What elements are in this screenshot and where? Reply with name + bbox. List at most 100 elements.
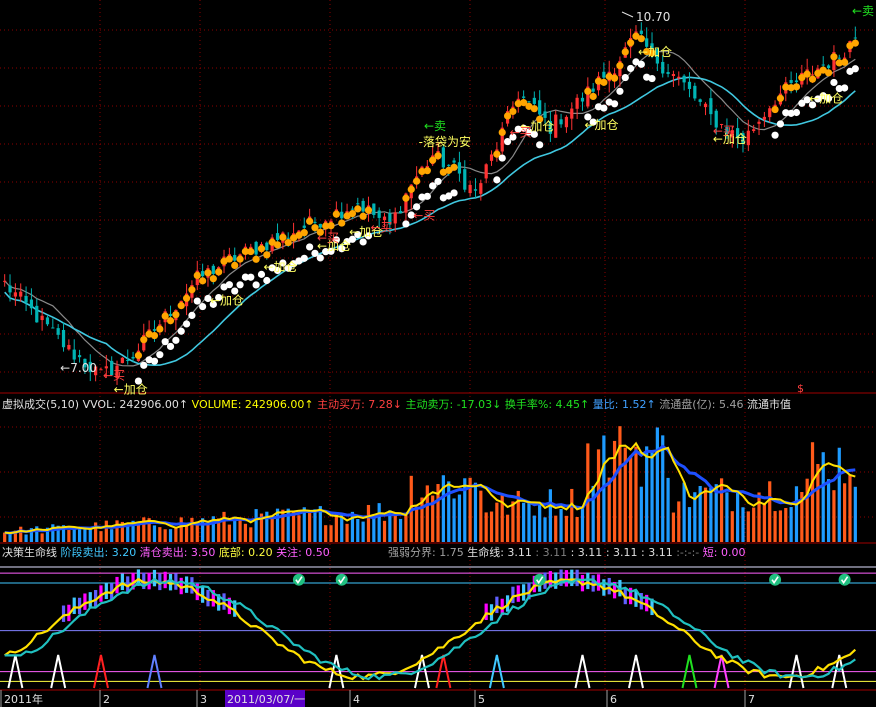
volume-bar: [243, 523, 248, 542]
candle-body: [671, 74, 676, 77]
add-position-label: ←加仓: [263, 260, 297, 274]
indicator-bar: [83, 593, 87, 610]
volume-bar: [693, 492, 697, 542]
volume-bar: [682, 482, 686, 542]
white-dot: [846, 67, 854, 75]
volume-bar: [13, 530, 17, 542]
orange-dot: [610, 74, 619, 82]
orange-dot: [199, 277, 207, 285]
white-dot: [830, 78, 838, 87]
candle-body: [404, 193, 408, 213]
volume-bar: [457, 494, 462, 542]
white-dot: [134, 377, 143, 385]
volume-header-field: 流通市值: [747, 397, 791, 411]
check-circle: [769, 573, 782, 586]
white-dot: [241, 273, 250, 281]
candle-body: [131, 356, 135, 359]
volume-bar: [259, 513, 264, 542]
start-price-label: ←7.00: [60, 361, 97, 375]
volume-bar: [554, 515, 558, 542]
volume-bar: [136, 523, 141, 542]
volume-bar: [142, 517, 146, 542]
indicator-bar: [511, 586, 515, 604]
volume-bar: [548, 489, 552, 542]
white-dot: [648, 74, 656, 83]
volume-bar: [832, 490, 836, 542]
candle-body: [719, 123, 724, 125]
indicator-bar: [596, 574, 601, 591]
orange-dot: [413, 177, 421, 185]
indicator-peak: [146, 654, 163, 689]
indicator-bar: [559, 569, 563, 586]
white-dot: [150, 357, 159, 365]
indicator-bar: [580, 574, 585, 592]
volume-bar: [120, 521, 124, 542]
date-label: 3: [200, 693, 207, 706]
orange-dot: [824, 69, 833, 77]
orange-dot: [808, 75, 817, 83]
indicator-bar: [72, 597, 76, 614]
indicator-bar: [607, 577, 611, 595]
volume-bar: [666, 477, 670, 542]
volume-bar: [227, 524, 231, 542]
candle-body: [730, 130, 734, 138]
orange-dot: [423, 167, 431, 175]
indicator-header-field: : 3.11: [641, 546, 676, 559]
orange-dot: [776, 94, 785, 102]
indicator-bar: [548, 571, 552, 588]
check-circle: [533, 573, 546, 586]
volume-bar: [393, 513, 397, 542]
volume-bar: [88, 527, 92, 542]
white-dot: [841, 84, 849, 92]
white-dot: [407, 211, 415, 219]
indicator-bar: [88, 592, 92, 609]
volume-header-field: 流通盘(亿): 5.46: [659, 397, 747, 411]
volume-bar: [104, 520, 108, 542]
orange-dot: [231, 261, 239, 270]
volume-bar: [805, 478, 809, 542]
volume-bar: [645, 446, 649, 542]
volume-bar: [826, 479, 831, 542]
volume-bar: [473, 482, 478, 542]
white-dot: [193, 297, 201, 305]
volume-bar: [372, 517, 376, 542]
volume-bar: [703, 487, 708, 542]
indicator-bar: [104, 582, 108, 600]
candle-body: [3, 280, 7, 282]
indicator-peak: [488, 654, 505, 689]
white-dot: [771, 131, 779, 139]
candle-body: [393, 212, 397, 224]
white-dot: [327, 247, 335, 255]
candle-body: [511, 106, 515, 109]
volume-bar: [725, 492, 729, 542]
indicator-bar: [168, 573, 173, 591]
volume-bar: [377, 503, 381, 542]
volume-bar: [629, 455, 633, 542]
price-right-symbol: $: [797, 382, 804, 395]
orange-dot: [338, 219, 346, 227]
candle-body: [794, 80, 799, 83]
candle-body: [356, 203, 360, 205]
indicator-bar: [126, 576, 130, 593]
buy-signal-label: ←买: [103, 368, 125, 382]
candle-body: [447, 164, 451, 166]
candle-body: [479, 183, 483, 194]
indicator-check-marks: [292, 573, 851, 586]
candle-body: [768, 108, 772, 118]
candle-body: [265, 242, 269, 251]
indicator-bar: [612, 581, 617, 599]
volume-bar: [24, 534, 28, 542]
indicator-bar: [206, 589, 210, 607]
candle-body: [709, 98, 713, 115]
white-dot: [289, 260, 298, 268]
candle-body: [746, 130, 750, 146]
top-right-sell-label: ←卖: [852, 4, 874, 18]
white-dot: [316, 254, 324, 262]
orange-dot: [835, 59, 843, 67]
candle-body: [120, 357, 124, 364]
volume-bar: [479, 490, 483, 542]
indicator-bar: [174, 573, 178, 590]
white-dot: [584, 113, 592, 121]
lifeline-yellow: [4, 577, 857, 681]
candle-body: [83, 358, 87, 368]
